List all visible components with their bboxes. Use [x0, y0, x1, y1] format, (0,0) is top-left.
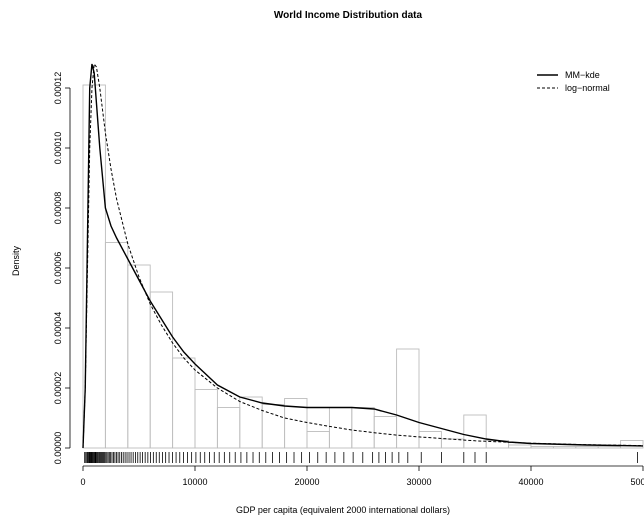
histogram-bar: [239, 396, 263, 449]
histogram-bar: [261, 404, 286, 449]
density-curves: [82, 62, 644, 449]
y-tick-label: 0.00006: [53, 252, 63, 285]
y-tick-label: 0.00000: [53, 432, 63, 465]
x-tick-label: 50000: [630, 477, 644, 487]
histogram-bar: [552, 446, 577, 449]
x-axis-label: GDP per capita (equivalent 2000 internat…: [236, 505, 450, 515]
histogram-bar: [620, 440, 644, 449]
y-tick-label: 0.00008: [53, 192, 63, 225]
histogram-bar: [508, 444, 532, 449]
histogram-bar: [463, 414, 487, 449]
legend-label: log−normal: [565, 83, 610, 93]
y-axis-label: Density: [11, 245, 21, 276]
chart-title: World Income Distribution data: [274, 10, 423, 21]
histogram-bar: [575, 446, 599, 449]
y-tick-label: 0.00010: [53, 132, 63, 165]
histogram-bar: [306, 431, 330, 449]
histogram-bar: [216, 407, 241, 449]
y-axis: 0.00000 0.00002 0.00004 0.00006 0.00008 0.000…: [53, 72, 71, 465]
histogram-bar: [597, 446, 622, 449]
histogram-bar: [104, 242, 129, 449]
mm-kde-curve: [82, 63, 644, 449]
histogram-bar: [149, 291, 174, 449]
histogram-bar: [440, 438, 465, 449]
histogram-bar: [127, 264, 151, 449]
histogram-bar: [172, 357, 196, 449]
x-tick-label: 30000: [406, 477, 431, 487]
y-tick-label: 0.00002: [53, 372, 63, 405]
histogram-bar: [396, 348, 420, 449]
x-tick-label: 0: [80, 477, 85, 487]
histogram-bar: [530, 446, 554, 449]
histogram-bar: [373, 416, 398, 449]
histogram-bar: [194, 389, 218, 449]
histogram-bar: [418, 431, 442, 449]
histogram-bar: [351, 407, 375, 449]
x-tick-label: 10000: [182, 477, 207, 487]
x-tick-label: 20000: [294, 477, 319, 487]
histogram-bar: [284, 398, 308, 449]
legend-label: MM−kde: [565, 70, 600, 80]
x-tick-label: 40000: [518, 477, 543, 487]
x-axis: 0 10000 20000 30000 40000 50000: [80, 465, 644, 487]
lognormal-curve: [82, 62, 644, 449]
rug-ticks: [84, 452, 638, 463]
legend: MM−kde log−normal: [537, 70, 610, 93]
y-tick-label: 0.00012: [53, 72, 63, 105]
y-tick-label: 0.00004: [53, 312, 63, 345]
histogram-bars: [82, 84, 644, 449]
